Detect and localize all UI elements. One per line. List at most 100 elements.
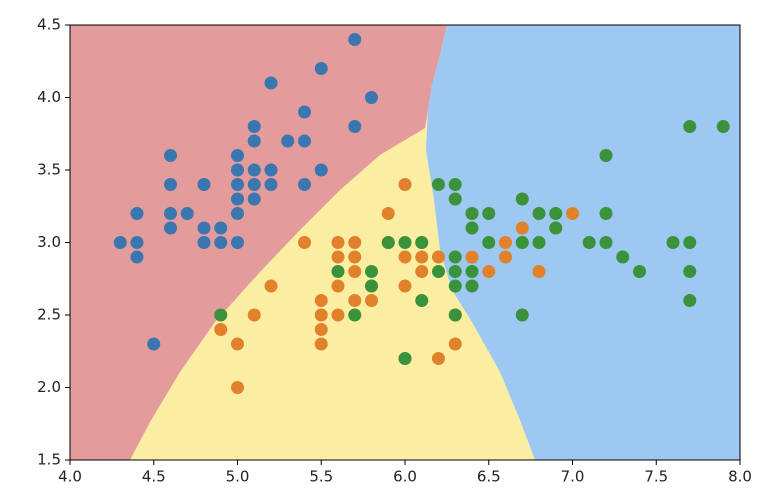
point [331, 279, 345, 293]
point [247, 308, 261, 322]
point [448, 192, 462, 206]
point [264, 279, 278, 293]
point [214, 221, 228, 235]
point [348, 294, 362, 307]
point [482, 265, 496, 278]
point [381, 236, 395, 249]
point [599, 207, 613, 220]
point [448, 308, 462, 322]
y-tick-label: 2.5 [37, 306, 61, 324]
point [314, 323, 328, 336]
point [683, 265, 697, 278]
point [465, 250, 479, 264]
point [247, 163, 261, 177]
point [599, 236, 613, 249]
point [231, 337, 244, 351]
point [633, 265, 646, 278]
point [365, 265, 378, 278]
point [264, 163, 278, 177]
point [331, 308, 345, 322]
point [247, 134, 261, 148]
point [398, 352, 412, 365]
point [247, 120, 261, 133]
point [683, 294, 697, 307]
point [214, 323, 228, 336]
point [130, 236, 144, 249]
point [331, 236, 345, 249]
point [147, 337, 161, 351]
point [164, 178, 177, 191]
point [348, 250, 362, 264]
point [465, 279, 479, 293]
point [164, 207, 177, 220]
point [549, 221, 563, 235]
point [515, 192, 529, 206]
point [582, 236, 596, 249]
y-tick-label: 3.0 [37, 233, 61, 251]
point [348, 120, 362, 133]
x-tick-label: 6.5 [477, 468, 501, 486]
point [448, 265, 462, 278]
marks [113, 33, 730, 394]
point [180, 207, 194, 220]
point [666, 236, 680, 249]
point [298, 134, 311, 148]
point [298, 178, 311, 191]
point [482, 207, 496, 220]
x-tick-label: 4.5 [142, 468, 166, 486]
point [113, 236, 127, 249]
point [365, 279, 378, 293]
point [683, 236, 697, 249]
y-tick-label: 4.5 [37, 16, 61, 34]
point [465, 207, 479, 220]
point [465, 265, 479, 278]
point [348, 265, 362, 278]
point [432, 352, 445, 365]
point [515, 308, 529, 322]
point [314, 337, 328, 351]
point [683, 120, 697, 133]
y-tick-label: 2.0 [37, 378, 61, 396]
point [365, 294, 378, 307]
point [532, 207, 546, 220]
point [331, 250, 345, 264]
point [482, 236, 496, 249]
point [448, 279, 462, 293]
point [247, 178, 261, 191]
point [331, 265, 345, 278]
y-tick-label: 4.0 [37, 88, 61, 106]
point [231, 149, 244, 162]
point [231, 381, 244, 394]
point [448, 178, 462, 191]
point [432, 265, 445, 278]
point [164, 221, 177, 235]
point [398, 236, 412, 249]
point [515, 236, 529, 249]
point [381, 207, 395, 220]
point [197, 178, 211, 191]
point [398, 250, 412, 264]
x-tick-label: 6.0 [393, 468, 417, 486]
point [130, 250, 144, 264]
point [231, 207, 244, 220]
point [314, 294, 328, 307]
point [499, 250, 512, 264]
point [231, 178, 244, 191]
point [415, 294, 429, 307]
point [532, 265, 546, 278]
point [415, 236, 429, 249]
x-tick-label: 4.0 [58, 468, 82, 486]
point [231, 236, 244, 249]
x-tick-label: 8.0 [728, 468, 752, 486]
point [616, 250, 630, 264]
point [398, 178, 412, 191]
point [515, 221, 529, 235]
point [549, 207, 563, 220]
point [164, 149, 177, 162]
point [314, 308, 328, 322]
point [314, 163, 328, 177]
point [499, 236, 512, 249]
point [465, 221, 479, 235]
